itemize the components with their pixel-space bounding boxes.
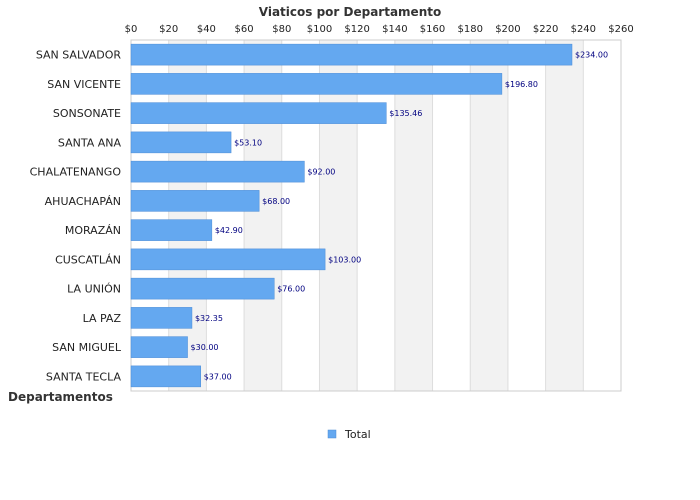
data-label: $42.90	[215, 226, 243, 235]
data-label: $92.00	[307, 168, 335, 177]
category-label: SAN SALVADOR	[36, 49, 122, 62]
x-tick-label: $220	[533, 24, 558, 35]
chart-title: Viaticos por Departamento	[259, 5, 441, 19]
bar[interactable]	[130, 248, 326, 271]
bar[interactable]	[130, 190, 260, 212]
plot-band	[545, 40, 584, 391]
x-tick-label: $0	[125, 24, 138, 35]
category-label: SAN VICENTE	[47, 78, 121, 91]
data-label: $103.00	[328, 255, 361, 264]
category-label: LA PAZ	[83, 312, 122, 325]
category-labels: SAN SALVADOR SAN VICENTE SONSONATE SANTA AN…	[30, 49, 122, 384]
x-tick-label: $80	[272, 24, 291, 35]
x-tick-label: $140	[382, 24, 407, 35]
data-label: $32.35	[195, 314, 223, 323]
category-label: AHUACHAPÁN	[45, 195, 121, 208]
bar[interactable]	[130, 131, 232, 154]
bar[interactable]	[130, 219, 213, 241]
legend-swatch	[327, 429, 337, 439]
legend[interactable]: Total	[327, 428, 371, 441]
data-label: $234.00	[575, 51, 608, 60]
x-tick-label: $180	[458, 24, 483, 35]
plot-bands	[168, 40, 584, 391]
category-label: SANTA ANA	[58, 136, 122, 149]
data-label: $135.46	[389, 109, 422, 118]
category-label: LA UNIÓN	[67, 283, 121, 296]
bar[interactable]	[130, 102, 387, 124]
data-label: $30.00	[191, 343, 219, 352]
plot-band	[394, 40, 433, 391]
data-label: $68.00	[262, 197, 290, 206]
bar[interactable]	[130, 73, 503, 95]
data-label: $53.10	[234, 138, 262, 147]
bar[interactable]	[130, 43, 573, 66]
x-tick-label: $200	[495, 24, 520, 35]
plot-band	[168, 40, 207, 391]
data-label: $37.00	[204, 372, 232, 381]
x-tick-label: $60	[235, 24, 254, 35]
x-tick-label: $240	[571, 24, 596, 35]
data-label: $196.80	[505, 80, 538, 89]
x-tick-label: $260	[608, 24, 633, 35]
bar[interactable]	[130, 160, 305, 183]
category-label: SONSONATE	[53, 107, 121, 120]
legend-label: Total	[344, 428, 371, 441]
y-axis-label: Departamentos	[8, 390, 113, 404]
data-label: $76.00	[277, 285, 305, 294]
x-tick-label: $160	[420, 24, 445, 35]
bar[interactable]	[130, 277, 275, 300]
plot-band	[244, 40, 282, 391]
category-label: CHALATENANGO	[30, 166, 122, 179]
category-label: CUSCATLÁN	[55, 253, 121, 266]
bar[interactable]	[130, 336, 188, 358]
plot-band	[470, 40, 508, 391]
bar[interactable]	[130, 307, 193, 329]
data-labels: $234.00 $196.80 $135.46 $53.10 $92.00 $68.00 $…	[191, 51, 609, 382]
category-label: SAN MIGUEL	[52, 341, 122, 354]
x-axis-ticks: $0 $20 $40 $60 $80 $100 $120 $140 $160 $180 $200 $2…	[125, 24, 634, 35]
x-tick-label: $120	[344, 24, 369, 35]
x-tick-label: $20	[159, 24, 178, 35]
x-tick-label: $100	[307, 24, 332, 35]
x-tick-label: $40	[197, 24, 216, 35]
category-label: MORAZÁN	[65, 224, 121, 237]
bars	[130, 43, 573, 388]
plot-area	[130, 39, 622, 392]
plot-band	[319, 40, 358, 391]
category-label: SANTA TECLA	[46, 370, 122, 383]
bar[interactable]	[130, 365, 201, 388]
